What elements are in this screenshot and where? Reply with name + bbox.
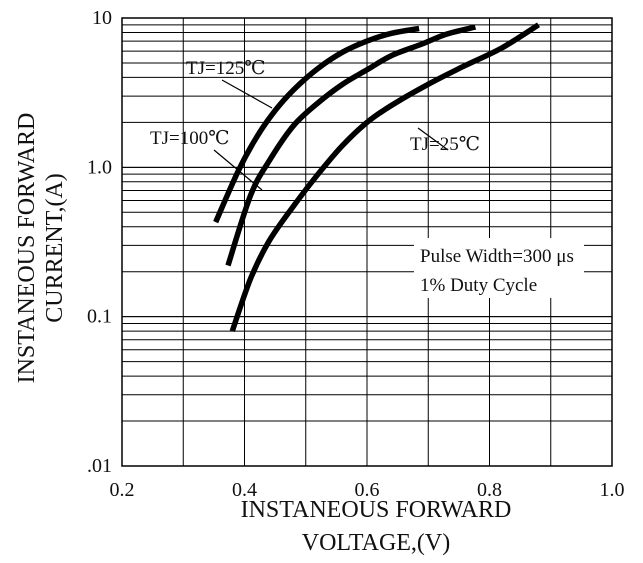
x-tick-label: 1.0 xyxy=(600,479,625,501)
annotation-tj-125: TJ=125℃ xyxy=(186,58,265,79)
annotation-leader-1 xyxy=(213,149,263,191)
y-tick-labels: .01 0.1 1.0 10 xyxy=(87,7,112,477)
annotation-tj-25: TJ=25℃ xyxy=(410,134,480,155)
note-pulse-width: Pulse Width=300 μs xyxy=(420,246,574,267)
series-line-2 xyxy=(229,22,540,332)
annotation-leader-0 xyxy=(221,79,273,109)
x-tick-label: 0.6 xyxy=(355,479,380,501)
x-tick-label: 0.8 xyxy=(477,479,502,501)
y-tick-label: .01 xyxy=(87,455,112,477)
x-tick-label: 0.4 xyxy=(232,479,257,501)
y-axis-label-line-1: INSTANEOUS FORWARD xyxy=(14,113,40,384)
x-axis-label-line-1: INSTANEOUS FORWARD xyxy=(241,497,512,523)
y-tick-label: 10 xyxy=(92,7,112,29)
plot-frame xyxy=(121,17,613,467)
annotation-tj-100: TJ=100℃ xyxy=(150,128,229,149)
y-tick-label: 0.1 xyxy=(87,306,112,328)
note-background xyxy=(414,238,584,298)
y-axis-label-line-2: CURRENT,(A) xyxy=(42,173,68,323)
x-tick-labels: 0.2 0.4 0.6 0.8 1.0 xyxy=(110,479,625,501)
series-line-1 xyxy=(225,24,477,267)
annotation-leader-2 xyxy=(417,127,449,151)
series-group xyxy=(213,22,540,332)
x-axis-label-line-2: VOLTAGE,(V) xyxy=(302,530,451,556)
x-tick-label: 0.2 xyxy=(110,479,135,501)
y-tick-label: 1.0 xyxy=(87,156,112,178)
annotation-leaders xyxy=(213,79,449,191)
series-line-0 xyxy=(213,25,420,224)
note-duty-cycle: 1% Duty Cycle xyxy=(420,275,537,296)
